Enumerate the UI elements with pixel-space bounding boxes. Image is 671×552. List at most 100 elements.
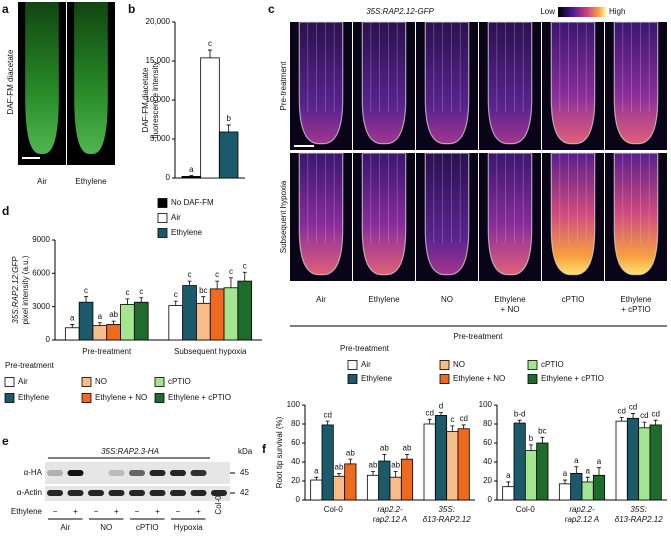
- error-bar: [201, 296, 206, 304]
- y-axis-label: Root tip survival (%): [275, 416, 284, 488]
- y-tick-label: 0: [46, 335, 51, 344]
- error-bar: [70, 324, 75, 328]
- axis-label: DAF-FM diacetate: [6, 49, 15, 114]
- y-tick-label: 60: [483, 438, 492, 447]
- scale-label: High: [609, 7, 625, 16]
- legend-label: Ethylene + cPTIO: [168, 393, 231, 402]
- sign: +: [196, 507, 201, 516]
- legend-swatch: [81, 393, 92, 403]
- x-tick-label: δ13-RAP2.12: [423, 515, 472, 524]
- bar: [502, 486, 515, 501]
- bar: [78, 301, 94, 341]
- image-label: Ethylene: [75, 177, 107, 186]
- error-bar: [653, 419, 658, 425]
- panel-letter: e: [2, 434, 9, 448]
- legend-label: Ethylene + NO: [453, 374, 505, 383]
- panel-letter: d: [2, 204, 9, 218]
- root: [550, 21, 596, 145]
- significance-letter: ab: [369, 461, 378, 470]
- legend-label: NO: [453, 360, 465, 369]
- error-bar: [97, 322, 102, 326]
- error-bar: [314, 476, 319, 481]
- y-tick-label: 0: [488, 495, 493, 504]
- legend-swatch: [4, 393, 15, 403]
- error-bar: [427, 418, 432, 424]
- y-axis-label: fluorescence intensity: [151, 62, 160, 139]
- y-tick-label: 9000: [32, 235, 50, 244]
- root: [613, 21, 659, 145]
- column-label: + cPTIO: [621, 305, 651, 314]
- x-tick-label: Subsequent hypoxia: [174, 347, 247, 356]
- significance-letter: a: [70, 314, 75, 323]
- significance-letter: cd: [629, 403, 637, 412]
- root: [361, 21, 407, 145]
- row-label: Subsequent hypoxia: [279, 180, 288, 253]
- root: [74, 2, 108, 155]
- significance-letter: c: [139, 287, 143, 296]
- error-bar: [631, 413, 635, 419]
- root: [487, 21, 533, 145]
- bar: [423, 423, 436, 501]
- error-bar: [111, 320, 116, 325]
- bar: [434, 415, 448, 501]
- error-bar: [226, 124, 231, 132]
- column-label: + NO: [501, 305, 520, 314]
- root: [298, 152, 344, 276]
- significance-letter: a: [574, 456, 579, 465]
- error-bar: [189, 175, 194, 177]
- significance-letter: cd: [617, 406, 625, 415]
- error-bar: [348, 458, 353, 464]
- panel-letter: c: [268, 2, 275, 16]
- bar: [581, 481, 594, 501]
- size-label: 42: [240, 488, 249, 497]
- antibody-label: α-Actin: [17, 488, 42, 497]
- y-tick-label: 60: [291, 438, 300, 447]
- y-tick-label: 0: [296, 495, 301, 504]
- legend-title: Pre-treatment: [340, 344, 390, 353]
- error-bar: [84, 296, 89, 303]
- significance-letter: ab: [403, 444, 412, 453]
- legend-label: Air: [361, 360, 371, 369]
- legend-label: Ethylene: [361, 374, 393, 383]
- row-label: Pre-treatment: [279, 61, 288, 111]
- error-bar: [461, 424, 466, 429]
- panel-title: 35S:RAP2.12-GFP: [366, 7, 434, 16]
- y-tick-label: 15,000: [146, 56, 171, 65]
- y-tick-label: 5,000: [150, 134, 171, 143]
- sign: +: [114, 507, 119, 516]
- legend-swatch: [439, 374, 450, 384]
- color-scale: [558, 7, 606, 17]
- bar: [344, 463, 357, 501]
- error-bar: [371, 471, 375, 476]
- error-bar: [228, 277, 233, 288]
- bar: [200, 57, 220, 179]
- significance-letter: bc: [538, 426, 546, 435]
- y-tick-label: 40: [291, 457, 300, 466]
- band: [149, 490, 166, 496]
- error-bar: [242, 271, 247, 282]
- bar: [310, 479, 323, 501]
- error-bar: [642, 421, 647, 428]
- significance-letter: cd: [459, 414, 467, 423]
- bar: [120, 304, 135, 341]
- band: [170, 470, 186, 476]
- significance-letter: c: [208, 39, 212, 48]
- legend-swatch: [347, 360, 358, 370]
- band: [190, 490, 207, 496]
- significance-letter: ab: [335, 463, 344, 472]
- bar: [168, 305, 184, 341]
- panel-letter: f: [262, 442, 267, 456]
- significance-letter: b: [529, 434, 534, 443]
- column-label: Ethylene: [494, 295, 526, 304]
- band: [67, 490, 84, 496]
- significance-letter: a: [563, 469, 568, 478]
- x-tick-label: 35S:: [630, 505, 646, 514]
- legend-swatch: [439, 360, 450, 370]
- legend-label: Air: [18, 377, 28, 386]
- band: [129, 490, 145, 496]
- significance-letter: c: [215, 270, 219, 279]
- error-bar: [139, 297, 144, 303]
- error-bar: [540, 436, 545, 443]
- root: [424, 21, 470, 145]
- error-bar: [125, 298, 130, 305]
